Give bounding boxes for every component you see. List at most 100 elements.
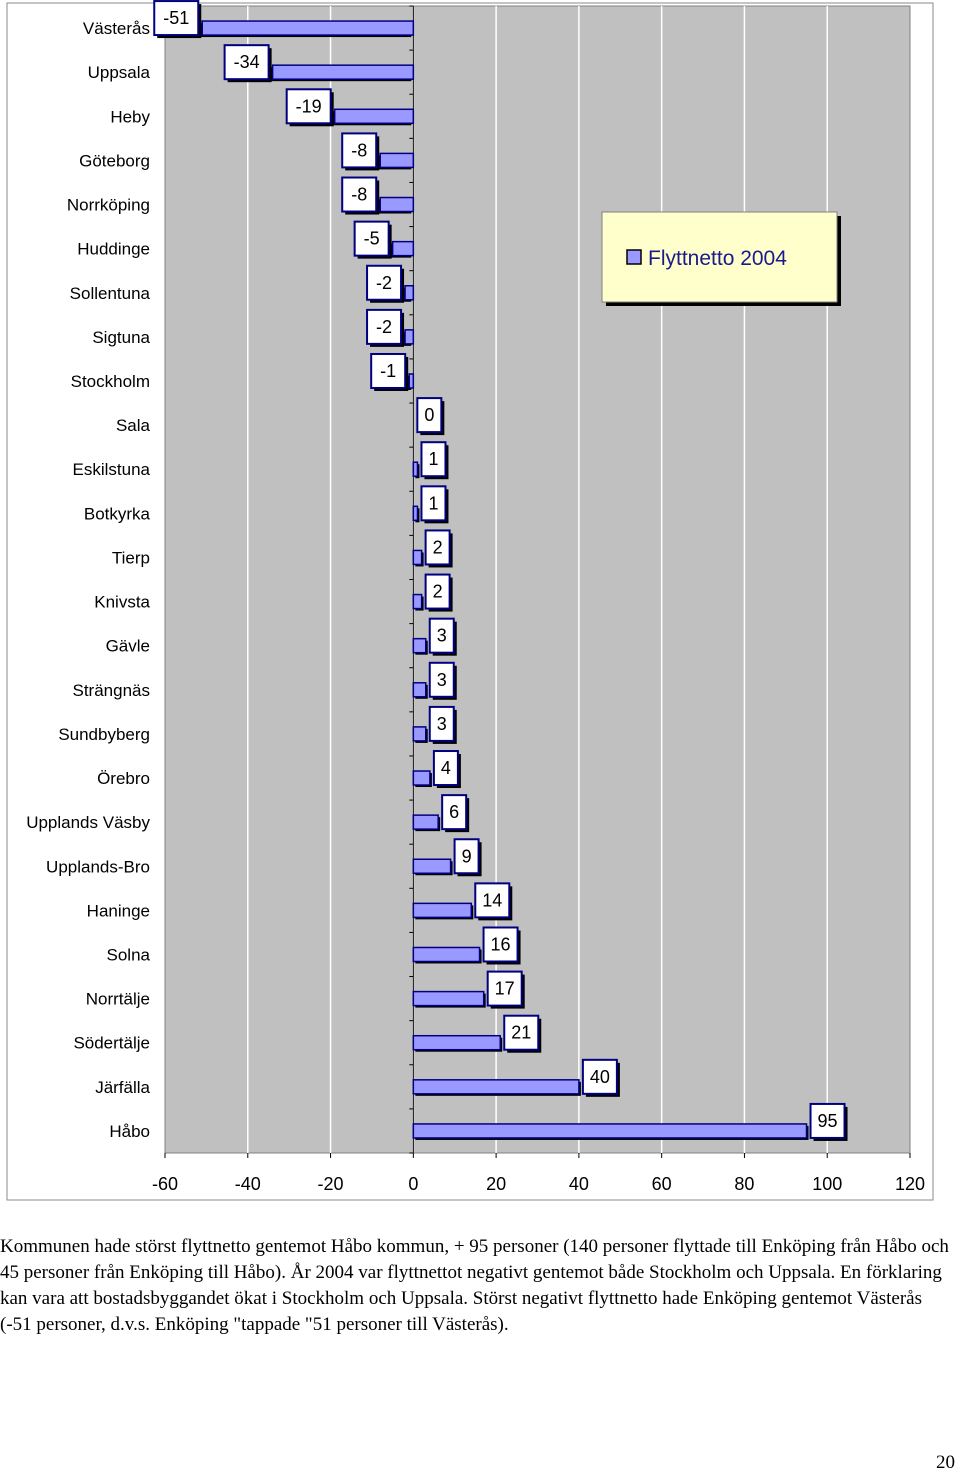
bar — [333, 108, 415, 125]
bar — [201, 20, 415, 36]
category-label: Strängnäs — [73, 681, 151, 700]
x-tick-label: -40 — [235, 1174, 261, 1194]
category-label: Solna — [107, 945, 151, 964]
data-label-box — [428, 661, 455, 698]
category-label: Gävle — [106, 637, 150, 656]
x-tick-label: -20 — [318, 1174, 344, 1194]
bar — [391, 240, 415, 257]
data-label-box — [428, 617, 455, 654]
bar — [412, 726, 427, 742]
data-label-box — [441, 794, 468, 831]
data-label: 16 — [491, 934, 511, 954]
bar — [412, 858, 452, 874]
data-label: 14 — [482, 890, 502, 910]
data-label-box — [453, 838, 480, 875]
data-label-box — [424, 573, 451, 610]
data-label: 0 — [424, 405, 434, 425]
data-label: 1 — [428, 493, 438, 513]
data-label: 40 — [590, 1067, 610, 1087]
category-label: Huddinge — [77, 240, 150, 259]
data-label-box — [474, 882, 511, 919]
bar — [412, 461, 419, 477]
data-label-box — [416, 397, 443, 434]
x-tick-label: 20 — [486, 1174, 506, 1194]
data-label-box — [370, 352, 407, 389]
bar — [408, 373, 415, 389]
data-label: 3 — [437, 670, 447, 690]
category-label: Norrtälje — [86, 990, 150, 1009]
data-label: 3 — [437, 714, 447, 734]
category-label: Järfälla — [95, 1078, 150, 1097]
bar — [412, 1123, 808, 1139]
data-label-box — [223, 44, 270, 81]
bar — [412, 549, 423, 566]
data-label: -5 — [364, 229, 380, 249]
page-number: 20 — [936, 1452, 955, 1473]
category-label: Tierp — [112, 548, 150, 567]
category-label: Örebro — [97, 769, 150, 788]
category-label: Göteborg — [79, 151, 150, 170]
bar — [379, 152, 415, 169]
category-label: Upplands-Bro — [46, 857, 150, 876]
data-label-box — [420, 485, 447, 522]
data-label-box — [353, 220, 390, 257]
bar — [404, 285, 415, 301]
bar-chart-svg: -60 -40 -20 0 20 40 60 80 100 120 Västerås-51Upps… — [6, 0, 934, 1201]
data-label: 21 — [511, 1023, 531, 1043]
category-label: Södertälje — [73, 1034, 150, 1053]
bar — [412, 814, 439, 830]
data-label: 4 — [441, 758, 451, 778]
bar — [412, 990, 485, 1007]
data-label: -19 — [296, 96, 322, 116]
data-label-box — [420, 441, 447, 478]
data-label-box — [482, 926, 519, 963]
data-label: -51 — [163, 8, 189, 28]
data-label-box — [153, 0, 200, 37]
data-label: -34 — [234, 52, 260, 72]
bar — [271, 64, 415, 80]
data-label-box — [428, 705, 455, 742]
bar — [412, 505, 419, 522]
bar — [412, 770, 431, 786]
data-label-box — [285, 88, 332, 125]
category-label: Sala — [116, 416, 151, 435]
x-tick-label: -60 — [152, 1174, 178, 1194]
category-label: Upplands Väsby — [26, 813, 150, 832]
caption-text: Kommunen hade störst flyttnetto gentemot… — [0, 1236, 949, 1335]
category-label: Sigtuna — [92, 328, 150, 347]
category-label: Haninge — [87, 901, 150, 920]
data-label: -2 — [376, 317, 392, 337]
data-label-box — [366, 308, 403, 345]
category-label: Knivsta — [94, 593, 150, 612]
data-label: -8 — [351, 185, 367, 205]
category-label: Västerås — [83, 19, 150, 38]
data-label: 17 — [495, 979, 515, 999]
bar — [379, 196, 415, 213]
category-label: Sundbyberg — [58, 725, 150, 744]
data-label-box — [581, 1058, 618, 1095]
data-label-box — [486, 970, 523, 1007]
x-tick-label: 120 — [895, 1174, 925, 1194]
data-label: 9 — [462, 846, 472, 866]
category-label: Botkyrka — [84, 504, 151, 523]
data-label: 2 — [433, 537, 443, 557]
x-tick-label: 40 — [569, 1174, 589, 1194]
bar — [412, 902, 473, 919]
data-label-box — [503, 1014, 540, 1051]
data-label-box — [341, 132, 378, 169]
data-label: 6 — [449, 802, 459, 822]
bar — [412, 1034, 502, 1051]
category-label: Eskilstuna — [73, 460, 151, 479]
x-tick-label: 0 — [408, 1174, 418, 1194]
data-label-box — [809, 1102, 846, 1139]
data-label-box — [424, 529, 451, 566]
data-label-box — [341, 176, 378, 213]
category-label: Heby — [110, 107, 150, 126]
data-label: 95 — [818, 1111, 838, 1131]
bar — [412, 1079, 580, 1095]
bar — [412, 946, 481, 963]
legend-label: Flyttnetto 2004 — [648, 247, 787, 270]
bar — [404, 329, 415, 345]
category-label: Norrköping — [67, 196, 150, 215]
bar — [412, 593, 423, 610]
